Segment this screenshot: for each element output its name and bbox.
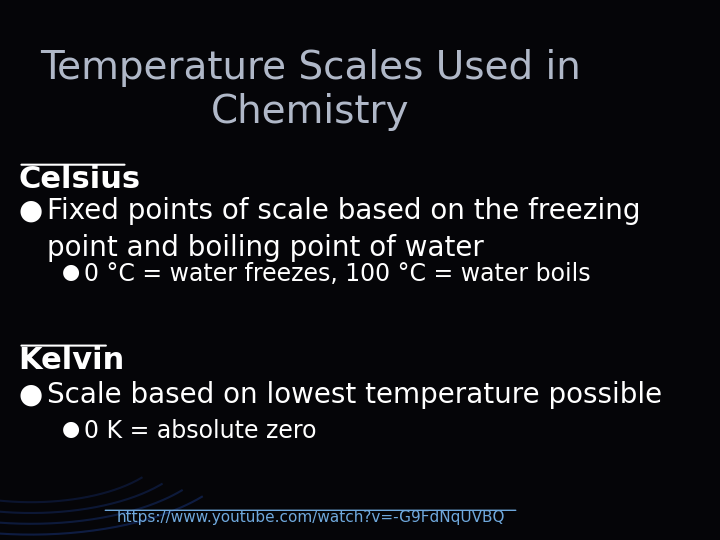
Text: ●: ● [19,197,43,225]
Text: 0 K = absolute zero: 0 K = absolute zero [84,418,316,442]
Text: ●: ● [19,381,43,409]
Text: ●: ● [62,262,81,282]
Text: Celsius: Celsius [19,165,140,194]
Text: https://www.youtube.com/watch?v=-G9FdNqUVBQ: https://www.youtube.com/watch?v=-G9FdNqU… [116,510,505,525]
Text: Scale based on lowest temperature possible: Scale based on lowest temperature possib… [47,381,662,409]
Text: 0 °C = water freezes, 100 °C = water boils: 0 °C = water freezes, 100 °C = water boi… [84,262,590,286]
Text: Kelvin: Kelvin [19,346,125,375]
Text: Fixed points of scale based on the freezing
point and boiling point of water: Fixed points of scale based on the freez… [47,197,640,262]
Text: ●: ● [62,418,81,438]
Text: Temperature Scales Used in
Chemistry: Temperature Scales Used in Chemistry [40,49,581,131]
